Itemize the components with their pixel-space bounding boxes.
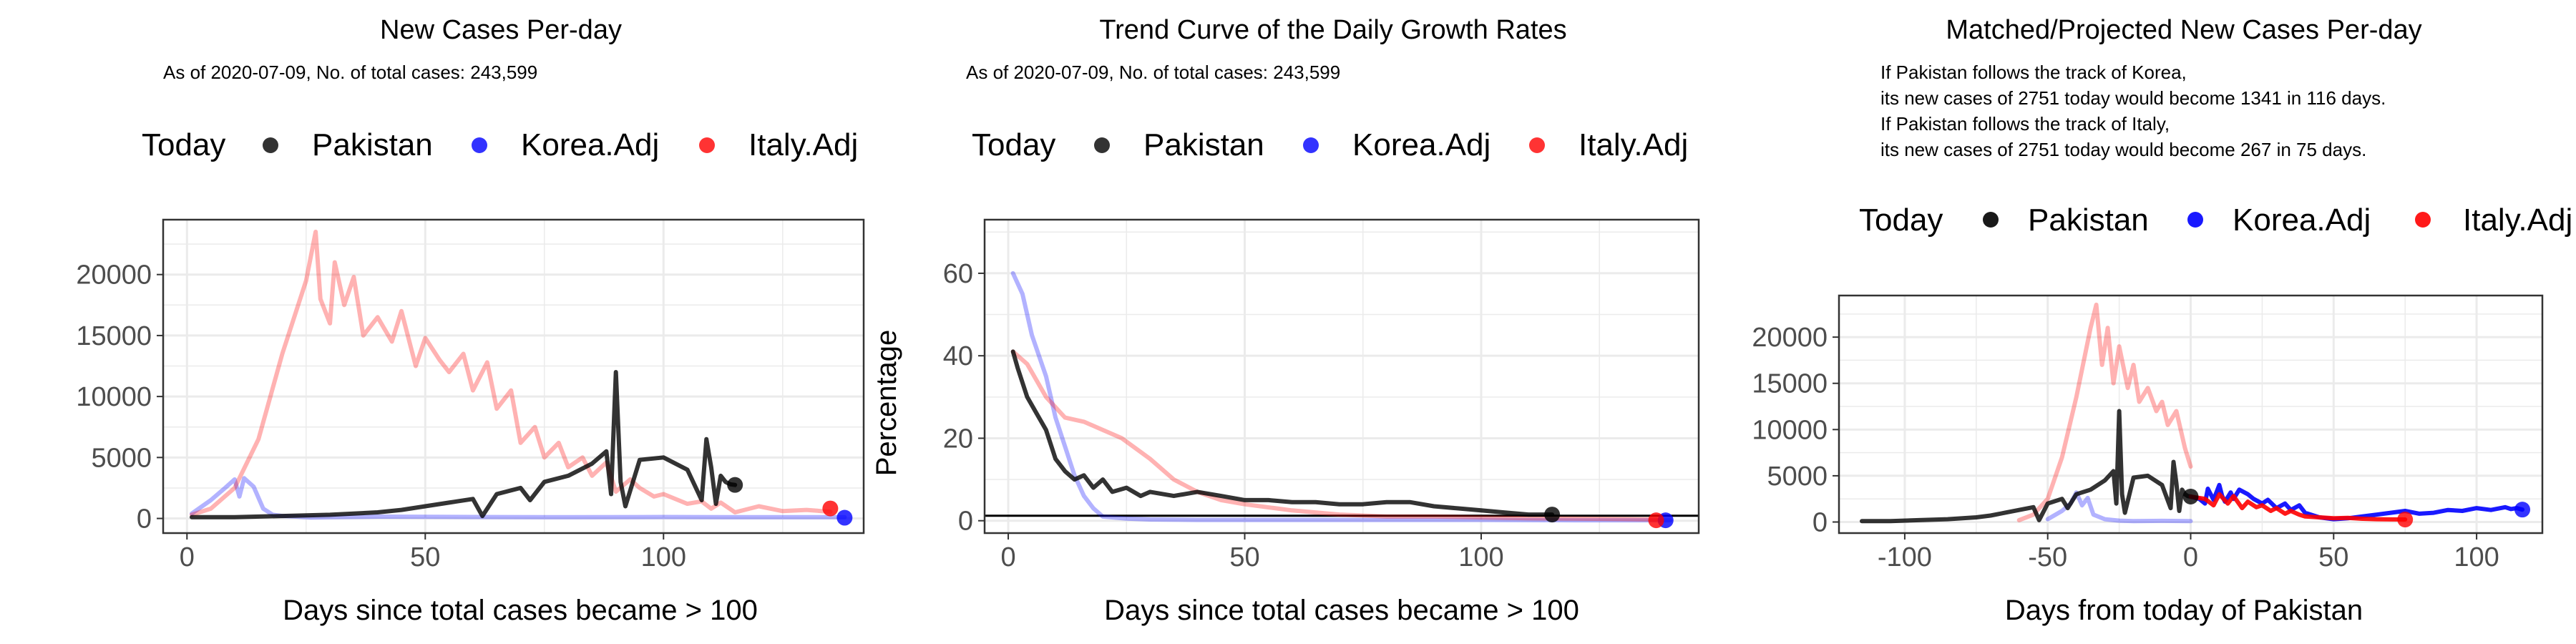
legend-2-korea-label: Korea.Adj bbox=[1352, 127, 1491, 162]
legend-3-italy-dot bbox=[2415, 212, 2431, 228]
legend-2-italy-dot bbox=[1529, 137, 1545, 153]
panel-border bbox=[1838, 294, 2544, 535]
panel-2-y-axis-label: Percentage bbox=[871, 330, 902, 477]
panel-new-cases: New Cases Per-day As of 2020-07-09, No. … bbox=[76, 15, 865, 626]
legend-1-title: Today bbox=[142, 127, 225, 162]
y-tick-label: 20000 bbox=[1752, 323, 1828, 353]
y-tick-label: 5000 bbox=[1767, 462, 1828, 492]
legend-1-korea-label: Korea.Adj bbox=[521, 127, 659, 162]
legend-2-korea-dot bbox=[1303, 137, 1319, 153]
panel-border bbox=[983, 218, 1700, 535]
panel-1-plot-area bbox=[162, 218, 865, 535]
panel-3-legend: Today Pakistan Korea.Adj Italy.Adj bbox=[1859, 203, 2572, 238]
today-point-italy-adj bbox=[1648, 512, 1664, 529]
panel-1-legend: Today Pakistan Korea.Adj Italy.Adj bbox=[142, 127, 858, 162]
y-tick-label: 20 bbox=[943, 424, 973, 454]
panel-2-legend: Today Pakistan Korea.Adj Italy.Adj bbox=[972, 127, 1688, 162]
y-tick-label: 0 bbox=[958, 507, 973, 537]
y-tick-label: 20000 bbox=[76, 260, 152, 291]
legend-3-pakistan-dot bbox=[1983, 212, 1999, 228]
x-tick-label: 50 bbox=[1229, 542, 1259, 572]
y-tick-label: 15000 bbox=[76, 321, 152, 351]
x-tick-label: 50 bbox=[2318, 542, 2348, 572]
panel-3-x-axis-label: Days from today of Pakistan bbox=[2005, 595, 2363, 626]
panel-projected-cases: Matched/Projected New Cases Per-day If P… bbox=[1752, 15, 2572, 626]
today-point-pakistan bbox=[1544, 507, 1561, 523]
series-group bbox=[190, 230, 853, 526]
y-tick-label: 40 bbox=[943, 341, 973, 371]
panel-3-subtitle-line-1: If Pakistan follows the track of Korea, bbox=[1880, 62, 2187, 83]
x-tick-label: -100 bbox=[1878, 542, 1932, 572]
series-line-korea-adj bbox=[1010, 270, 1673, 523]
panel-1-x-ticks: 0 50 100 bbox=[180, 533, 686, 572]
today-point-korea-adj bbox=[2514, 502, 2531, 518]
legend-3-italy-label: Italy.Adj bbox=[2463, 203, 2572, 238]
legend-1-pakistan-dot bbox=[263, 137, 278, 153]
panel-growth-rates: Trend Curve of the Daily Growth Rates As… bbox=[871, 15, 1700, 626]
panel-1-y-ticks: 0 5000 10000 15000 20000 bbox=[76, 260, 163, 535]
series-line-italy-adj-projected bbox=[2188, 492, 2408, 522]
panel-3-title: Matched/Projected New Cases Per-day bbox=[1946, 15, 2421, 45]
legend-2-pakistan-label: Pakistan bbox=[1143, 127, 1264, 162]
panel-3-plot-area bbox=[1838, 294, 2544, 535]
x-tick-label: 0 bbox=[180, 542, 195, 572]
panel-1-subtitle: As of 2020-07-09, No. of total cases: 24… bbox=[163, 62, 537, 83]
today-point-italy-adj bbox=[822, 500, 839, 517]
panel-2-x-ticks: 0 50 100 bbox=[1000, 533, 1504, 572]
y-tick-label: 5000 bbox=[91, 443, 152, 473]
panel-3-subtitle-line-4: its new cases of 2751 today would become… bbox=[1880, 139, 2366, 160]
today-point-italy-adj bbox=[2397, 512, 2414, 528]
today-point-pakistan bbox=[2182, 488, 2199, 504]
y-tick-label: 15000 bbox=[1752, 369, 1828, 399]
legend-2-pakistan-dot bbox=[1094, 137, 1110, 153]
x-tick-label: 100 bbox=[2454, 542, 2499, 572]
y-tick-label: 0 bbox=[137, 504, 152, 535]
series-group bbox=[1860, 302, 2531, 528]
panel-2-x-axis-label: Days since total cases became > 100 bbox=[1104, 595, 1579, 626]
x-tick-label: -50 bbox=[2028, 542, 2067, 572]
series-line-italy-adj bbox=[2016, 302, 2193, 522]
y-tick-label: 10000 bbox=[76, 382, 152, 412]
series-line-pakistan bbox=[1860, 409, 2193, 524]
y-tick-label: 60 bbox=[943, 259, 973, 289]
panel-3-x-ticks: -100 -50 0 50 100 bbox=[1878, 533, 2499, 572]
legend-1-pakistan-label: Pakistan bbox=[312, 127, 433, 162]
x-tick-label: 100 bbox=[641, 542, 686, 572]
series-line-pakistan bbox=[190, 370, 738, 519]
series-line-italy-adj bbox=[190, 230, 833, 517]
panel-2-y-ticks: 0 20 40 60 bbox=[943, 259, 985, 537]
legend-3-title: Today bbox=[1859, 203, 1943, 238]
legend-2-title: Today bbox=[972, 127, 1055, 162]
legend-1-italy-dot bbox=[699, 137, 715, 153]
legend-1-korea-dot bbox=[472, 137, 487, 153]
y-tick-label: 0 bbox=[1813, 507, 1828, 537]
legend-3-korea-label: Korea.Adj bbox=[2233, 203, 2371, 238]
today-point-pakistan bbox=[727, 477, 743, 493]
x-tick-label: 50 bbox=[410, 542, 440, 572]
series-line-korea-adj bbox=[190, 476, 847, 520]
today-point-korea-adj bbox=[836, 509, 853, 526]
panel-3-subtitle-line-3: If Pakistan follows the track of Italy, bbox=[1880, 113, 2170, 135]
x-tick-label: 0 bbox=[2183, 542, 2198, 572]
y-tick-label: 10000 bbox=[1752, 415, 1828, 445]
panel-2-subtitle: As of 2020-07-09, No. of total cases: 24… bbox=[966, 62, 1340, 83]
legend-3-pakistan-label: Pakistan bbox=[2028, 203, 2149, 238]
series-line-pakistan bbox=[1010, 349, 1555, 517]
x-tick-label: 100 bbox=[1458, 542, 1503, 572]
panel-1-title: New Cases Per-day bbox=[380, 15, 622, 45]
panel-3-subtitle-line-2: its new cases of 2751 today would become… bbox=[1880, 87, 2386, 109]
legend-3-korea-dot bbox=[2187, 212, 2203, 228]
panel-border bbox=[162, 218, 865, 535]
legend-2-italy-label: Italy.Adj bbox=[1579, 127, 1688, 162]
panel-2-plot-area bbox=[983, 218, 1700, 535]
legend-1-italy-label: Italy.Adj bbox=[748, 127, 858, 162]
series-group bbox=[985, 270, 1699, 529]
series-line-italy-adj bbox=[1010, 349, 1659, 522]
panel-1-x-axis-label: Days since total cases became > 100 bbox=[283, 595, 758, 626]
x-tick-label: 0 bbox=[1000, 542, 1015, 572]
panel-2-title: Trend Curve of the Daily Growth Rates bbox=[1099, 15, 1566, 45]
panel-3-y-ticks: 0 5000 10000 15000 20000 bbox=[1752, 323, 1839, 537]
